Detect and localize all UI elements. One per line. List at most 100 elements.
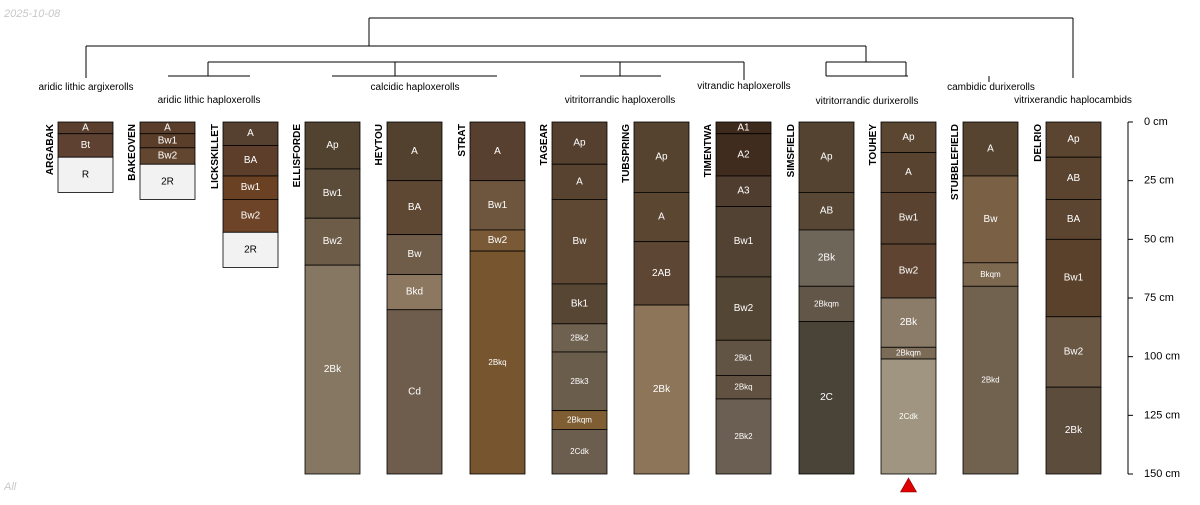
- horizon-label: Ap: [326, 140, 339, 151]
- profile-name: STRAT: [457, 124, 468, 157]
- horizon-label: A2: [737, 149, 750, 160]
- soil-profile: TAGEAR Ap A Bw Bk1 2Bk2 2Bk3 2Bkqm 2Cdk: [539, 121, 608, 475]
- horizon-label: 2Cdk: [570, 447, 590, 456]
- horizon-block: [633, 192, 690, 243]
- soil-profile: TOUHEY Ap A Bw1 Bw2 2Bk 2Bkqm 2Cdk: [868, 121, 937, 475]
- horizon-block: [1045, 156, 1102, 200]
- horizon-block: [222, 145, 279, 177]
- horizon-label: A: [658, 212, 665, 223]
- horizon-block: [57, 156, 114, 193]
- horizon-block: [880, 152, 937, 193]
- horizon-label: 2Bkd: [981, 376, 999, 385]
- soil-profile: ELLISFORDE Ap Bw1 Bw2 2Bk: [292, 121, 361, 475]
- horizon-label: Bw1: [158, 135, 178, 146]
- horizon-label: 2C: [820, 392, 833, 403]
- soil-profile: HEYTOU A BA Bw Bkd Cd: [374, 121, 443, 475]
- horizon-label: 2Bk2: [570, 333, 589, 342]
- horizon-block: [1045, 386, 1102, 475]
- horizon-block: [304, 264, 361, 475]
- taxon-label: vitritorrandic durixerolls: [816, 96, 919, 107]
- horizon-block: [1045, 121, 1102, 158]
- profile-name: SIMSFIELD: [786, 124, 797, 177]
- horizon-label: Ap: [573, 138, 586, 149]
- horizon-block: [386, 180, 443, 236]
- horizon-label: Ap: [655, 152, 668, 163]
- horizon-label: 2Bk: [900, 317, 918, 328]
- horizon-label: 2R: [244, 244, 257, 255]
- horizon-label: 2R: [161, 176, 174, 187]
- horizon-block: [715, 276, 772, 341]
- horizon-label: Bkd: [406, 287, 423, 298]
- horizon-block: [798, 229, 855, 287]
- horizon-label: BA: [244, 155, 258, 166]
- soil-profile: ARGABAK A Bt R: [45, 121, 114, 193]
- horizon-block: [386, 121, 443, 182]
- profile-name: ARGABAK: [45, 123, 56, 175]
- horizon-label: Bw: [984, 214, 999, 225]
- profile-name: TIMENTWA: [703, 124, 714, 177]
- horizon-label: 2AB: [652, 268, 671, 279]
- horizon-block: [551, 121, 608, 165]
- horizon-label: Ap: [902, 132, 915, 143]
- horizon-label: Bw2: [734, 303, 754, 314]
- dendrogram: [85, 17, 1074, 82]
- depth-tick-label: 50 cm: [1144, 233, 1174, 245]
- depth-tick-label: 0 cm: [1144, 116, 1168, 128]
- horizon-block: [880, 192, 937, 245]
- horizon-label: A: [411, 146, 418, 157]
- horizon-label: A: [576, 176, 583, 187]
- horizon-block: [551, 429, 608, 475]
- profile-name: TOUHEY: [868, 124, 879, 166]
- horizon-block: [386, 309, 443, 475]
- date-stamp: 2025-10-08: [4, 8, 61, 20]
- horizon-label: Bw: [408, 249, 423, 260]
- depth-tick-label: 75 cm: [1144, 292, 1174, 304]
- corner-note: All: [4, 481, 17, 493]
- soil-profile: BAKEOVEN A Bw1 Bw2 2R: [127, 121, 196, 200]
- horizon-label: Bw1: [323, 188, 343, 199]
- depth-axis: 0 cm 25 cm 50 cm 75 cm 100 cm 125 cm 150 cm: [1127, 116, 1180, 480]
- profile-name: LICKSKILLET: [210, 124, 221, 189]
- soil-profile: LICKSKILLET A BA Bw1 Bw2 2R: [210, 121, 279, 268]
- horizon-label: Bw1: [241, 182, 261, 193]
- horizon-block: [798, 285, 855, 322]
- profile-marker: [899, 477, 918, 493]
- horizon-label: 2Bkqm: [814, 299, 839, 308]
- horizon-label: Ap: [1067, 134, 1080, 145]
- profile-name: BAKEOVEN: [127, 124, 138, 181]
- horizon-label: BA: [1067, 214, 1081, 225]
- soil-profile: STRAT A Bw1 Bw2 2Bkq: [457, 121, 526, 475]
- horizon-label: Bw1: [1064, 273, 1084, 284]
- horizon-label: Ap: [820, 152, 833, 163]
- taxa-labels: aridic lithic argixerolls aridic lithic h…: [38, 81, 1131, 107]
- taxon-label: aridic lithic argixerolls: [38, 82, 133, 93]
- taxon-label: cambidic durixerolls: [947, 82, 1035, 93]
- depth-tick-label: 100 cm: [1144, 351, 1180, 363]
- taxon-label: vitritorrandic haploxerolls: [565, 95, 676, 106]
- horizon-label: A1: [737, 122, 750, 133]
- horizon-label: 2Bk: [324, 364, 342, 375]
- horizon-label: A: [987, 143, 994, 154]
- horizon-block: [798, 192, 855, 231]
- horizon-label: AB: [1067, 173, 1081, 184]
- horizon-label: 2Bk: [653, 384, 671, 395]
- horizon-block: [551, 323, 608, 353]
- horizon-block: [1045, 238, 1102, 318]
- horizon-block: [304, 121, 361, 170]
- marker-triangle-icon: [899, 477, 918, 493]
- taxon-label: aridic lithic haploxerolls: [158, 95, 261, 106]
- horizon-label: A3: [737, 186, 750, 197]
- horizon-block: [304, 217, 361, 266]
- horizon-label: A: [494, 146, 501, 157]
- horizon-block: [551, 351, 608, 412]
- horizon-label: Bw1: [899, 213, 919, 224]
- horizon-block: [715, 206, 772, 278]
- horizon-label: 2Bkq: [488, 358, 506, 367]
- horizon-label: 2Cdk: [899, 412, 919, 421]
- horizon-label: Bk1: [571, 298, 589, 309]
- profile-name: HEYTOU: [374, 124, 385, 166]
- horizon-block: [633, 241, 690, 306]
- horizon-label: Bw1: [488, 200, 508, 211]
- horizon-block: [304, 168, 361, 219]
